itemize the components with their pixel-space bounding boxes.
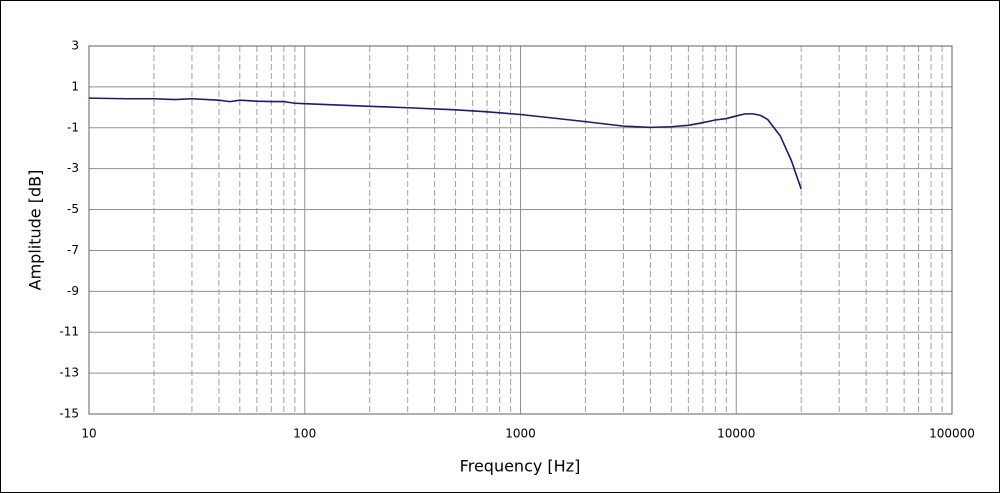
y-tick-label: -11 [59,325,79,339]
y-tick-label: -3 [67,161,79,175]
data-line [88,97,802,190]
y-tick-label: 3 [71,39,79,53]
y-axis-title: Amplitude [dB] [26,170,45,291]
y-tick-label: 1 [71,79,79,93]
x-tick-label: 100000 [929,427,975,441]
x-tick-label: 10000 [717,427,755,441]
x-tick-label: 10 [81,427,96,441]
x-tick-label: 100 [293,427,316,441]
y-tick-label: -15 [59,407,79,421]
y-tick-label: -7 [67,243,79,257]
y-tick-label: -5 [67,202,79,216]
y-tick-label: -9 [67,284,79,298]
y-tick-label: -13 [59,366,79,380]
plot-border [88,45,953,415]
x-tick-label: 1000 [505,427,536,441]
x-axis-title: Frequency [Hz] [460,457,581,476]
y-tick-label: -1 [67,120,79,134]
